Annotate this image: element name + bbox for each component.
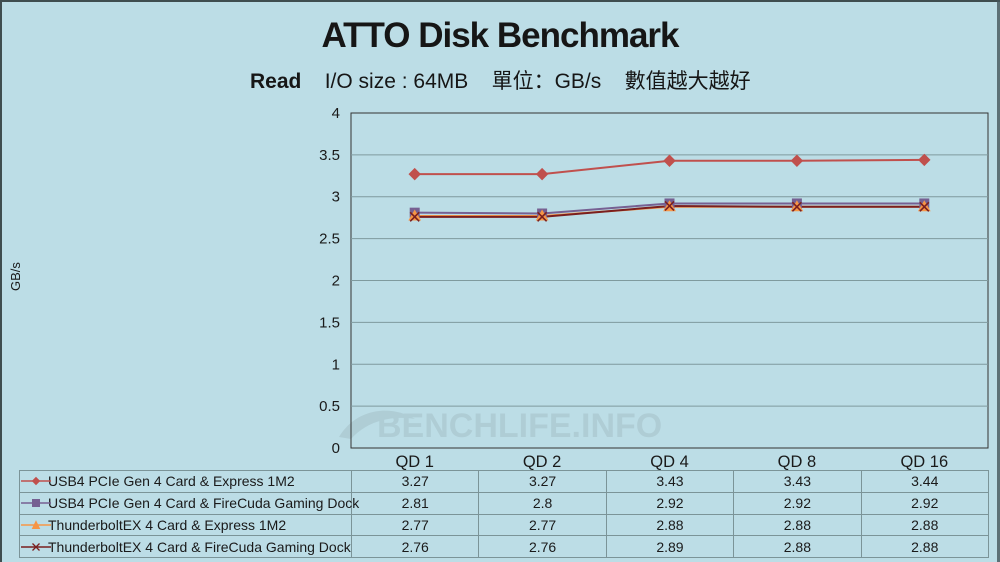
svg-text:2.5: 2.5 [319,230,340,247]
svg-text:2: 2 [332,273,340,290]
svg-text:QD 16: QD 16 [900,453,948,471]
svg-text:1.5: 1.5 [319,314,340,331]
svg-text:4: 4 [332,105,340,122]
svg-text:1: 1 [332,356,340,373]
svg-text:0: 0 [332,440,340,457]
svg-text:QD 8: QD 8 [778,453,817,471]
svg-text:3: 3 [332,189,340,206]
svg-text:QD 1: QD 1 [395,453,434,471]
svg-text:3.5: 3.5 [319,147,340,164]
svg-text:0.5: 0.5 [319,398,340,415]
svg-text:QD 2: QD 2 [523,453,562,471]
svg-text:QD 4: QD 4 [650,453,689,471]
